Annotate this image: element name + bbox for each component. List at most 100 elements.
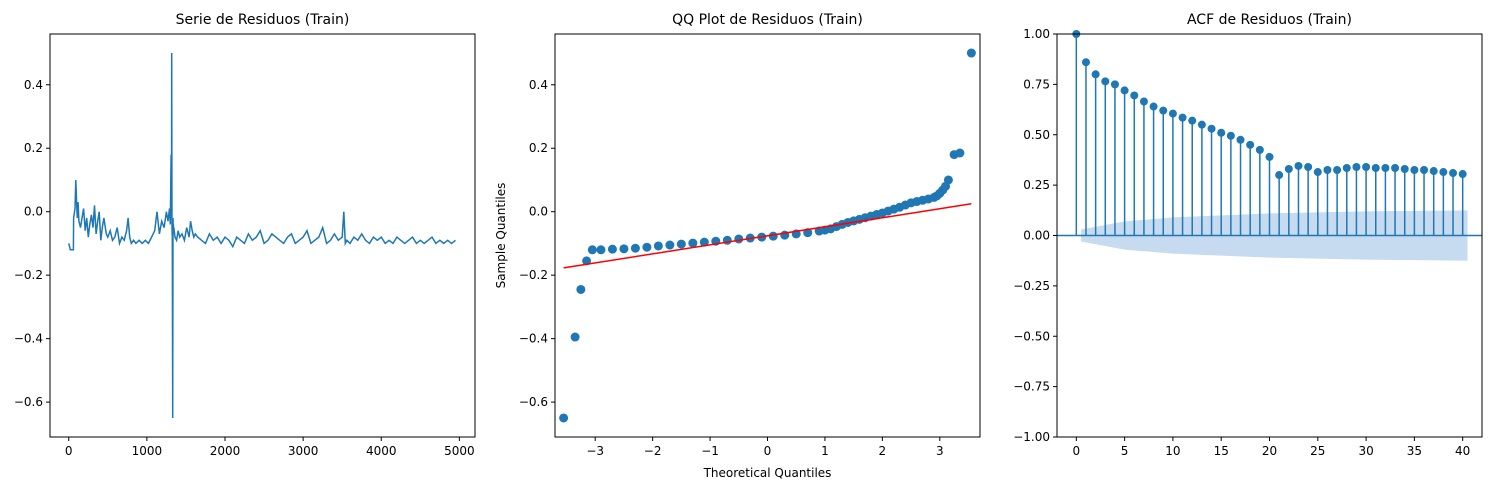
x-tick-label: 4000 — [366, 444, 397, 458]
x-tick-label: 1000 — [132, 444, 163, 458]
acf-marker — [1091, 70, 1100, 79]
data-point — [630, 243, 640, 253]
acf-marker — [1139, 97, 1148, 106]
acf-marker — [1458, 170, 1467, 179]
x-tick-label: 30 — [1358, 444, 1373, 458]
data-point — [653, 241, 663, 251]
data-point — [676, 239, 686, 249]
acf-marker — [1149, 102, 1158, 111]
x-tick-label: 2000 — [210, 444, 241, 458]
acf-marker — [1313, 168, 1322, 177]
acf-marker — [1197, 120, 1206, 129]
x-tick-label: 5 — [1121, 444, 1129, 458]
data-point — [582, 256, 592, 266]
data-point — [943, 175, 953, 185]
y-tick-label: 0.2 — [24, 141, 43, 155]
acf-marker — [1110, 80, 1119, 89]
y-tick-label: 0.4 — [529, 78, 548, 92]
acf-marker — [1217, 128, 1226, 137]
y-tick-label: −0.75 — [1013, 380, 1050, 394]
acf-marker — [1275, 171, 1284, 180]
chart-title: QQ Plot de Residuos (Train) — [672, 12, 863, 28]
y-tick-label: 0.4 — [24, 78, 43, 92]
plot-area — [559, 48, 976, 423]
acf-marker — [1371, 163, 1380, 172]
acf-marker — [1130, 91, 1139, 100]
axes: 0 1000 2000 3000 4000 5000 −0.6 −0.4 −0.2 0.0 0.2 0… — [14, 78, 475, 458]
y-tick-label: 0.75 — [1023, 77, 1050, 91]
acf-marker — [1168, 109, 1177, 118]
x-tick-label: 3 — [936, 444, 944, 458]
data-point — [688, 238, 698, 248]
acf-marker — [1246, 140, 1255, 149]
x-tick-label: 0 — [764, 444, 772, 458]
x-tick-label: −1 — [701, 444, 719, 458]
x-axis-label: Theoretical Quantiles — [703, 466, 832, 480]
acf-marker — [1400, 165, 1409, 174]
data-point — [619, 244, 629, 254]
y-tick-label: −0.6 — [519, 395, 548, 409]
data-point — [570, 332, 580, 342]
acf-marker — [1420, 166, 1429, 175]
acf-marker — [1159, 106, 1168, 115]
acf-marker — [1410, 166, 1419, 175]
data-point — [587, 245, 597, 255]
data-point — [559, 413, 569, 423]
y-tick-label: 0.25 — [1023, 178, 1050, 192]
y-tick-label: −0.6 — [14, 395, 43, 409]
acf-marker — [1429, 167, 1438, 176]
y-tick-label: −1.00 — [1013, 430, 1050, 444]
x-tick-label: 40 — [1455, 444, 1470, 458]
chart-title: ACF de Residuos (Train) — [1187, 12, 1352, 28]
y-axis-label: Sample Quantiles — [494, 183, 508, 289]
acf-marker — [1188, 116, 1197, 125]
y-tick-label: −0.4 — [519, 332, 548, 346]
acf-marker — [1362, 162, 1371, 171]
x-tick-label: 1 — [821, 444, 829, 458]
acf-marker — [1352, 162, 1361, 171]
acf-marker — [1304, 162, 1313, 171]
acf-marker — [1081, 58, 1090, 67]
x-tick-label: 10 — [1165, 444, 1180, 458]
data-point — [966, 48, 976, 58]
x-tick-label: 3000 — [288, 444, 319, 458]
x-tick-label: −2 — [644, 444, 662, 458]
acf-marker — [1381, 163, 1390, 172]
x-tick-label: 25 — [1310, 444, 1325, 458]
acf-marker — [1391, 163, 1400, 172]
acf-marker — [1342, 163, 1351, 172]
acf-marker — [1333, 166, 1342, 175]
y-tick-label: −0.2 — [519, 268, 548, 282]
x-tick-label: 5000 — [444, 444, 475, 458]
y-tick-label: −0.2 — [14, 268, 43, 282]
acf-marker — [1178, 113, 1187, 122]
acf-marker — [1101, 77, 1110, 86]
residual-series-chart: Serie de Residuos (Train) 0 1000 2000 3000 4… — [14, 12, 476, 458]
y-tick-label: 1.00 — [1023, 27, 1050, 41]
x-tick-label: 35 — [1407, 444, 1422, 458]
acf-marker — [1439, 168, 1448, 177]
y-tick-label: −0.50 — [1013, 329, 1050, 343]
acf-marker — [1294, 161, 1303, 170]
acf-marker — [1265, 152, 1274, 161]
data-point — [576, 284, 586, 294]
acf-marker — [1207, 124, 1216, 133]
plot-area — [68, 52, 456, 419]
plot-area — [1057, 30, 1482, 261]
y-tick-label: 0.50 — [1023, 128, 1050, 142]
y-tick-label: 0.00 — [1023, 229, 1050, 243]
data-point — [955, 148, 965, 158]
data-point — [642, 242, 652, 252]
data-point — [607, 244, 617, 254]
acf-marker — [1226, 131, 1235, 140]
acf-marker — [1120, 86, 1129, 95]
qq-plot-chart: QQ Plot de Residuos (Train) −3 −2 −1 0 1 2 3 −0… — [494, 12, 981, 480]
data-point — [722, 235, 732, 245]
axes: −3 −2 −1 0 1 2 3 −0.6 −0.4 −0.2 0.0 0.2 0.4 — [519, 78, 944, 458]
y-tick-label: 0.2 — [529, 141, 548, 155]
data-point — [734, 234, 744, 244]
acf-marker — [1284, 165, 1293, 174]
plot-frame — [49, 33, 476, 438]
y-tick-label: −0.25 — [1013, 279, 1050, 293]
